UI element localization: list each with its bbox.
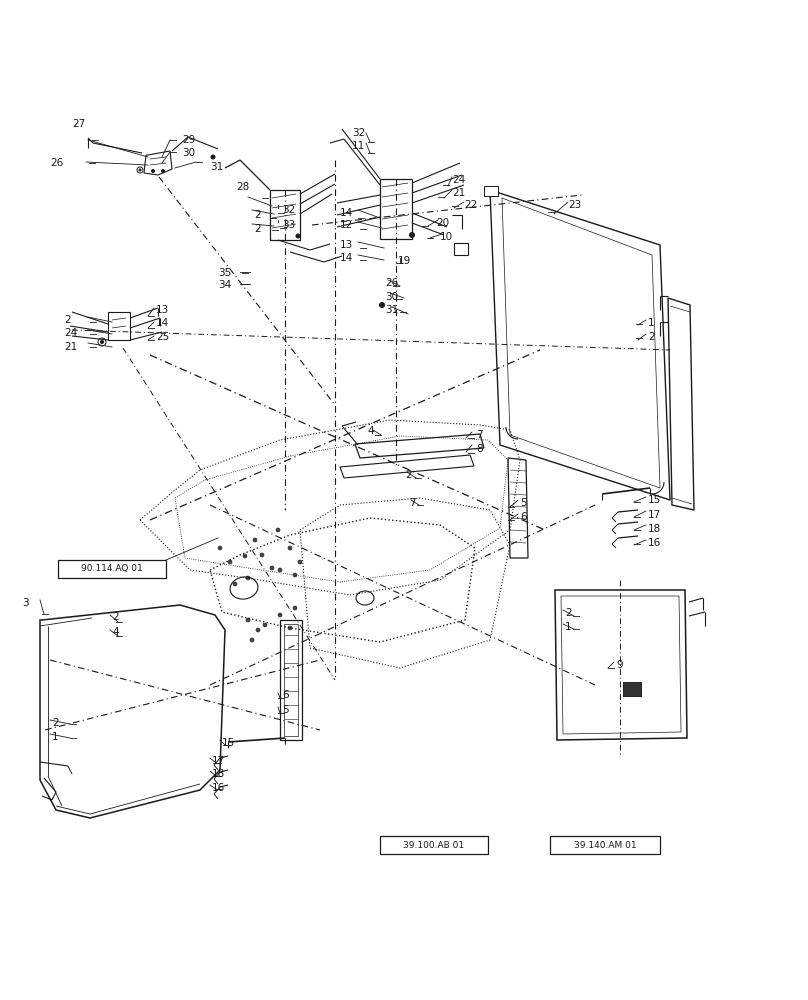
Text: 20: 20: [436, 218, 449, 228]
Text: 11: 11: [352, 141, 365, 151]
Circle shape: [162, 169, 165, 172]
Text: 30: 30: [385, 292, 398, 302]
Text: 21: 21: [64, 342, 78, 352]
Text: 13: 13: [156, 305, 169, 315]
Text: 34: 34: [218, 280, 231, 290]
Circle shape: [380, 302, 385, 308]
Text: 29: 29: [182, 135, 196, 145]
Bar: [623, 682, 641, 696]
Text: 27: 27: [72, 119, 86, 129]
Text: 8: 8: [476, 444, 482, 454]
Text: 2: 2: [254, 224, 261, 234]
Text: 24: 24: [452, 175, 465, 185]
Text: 7: 7: [409, 498, 415, 508]
Text: 15: 15: [222, 738, 235, 748]
Text: 2: 2: [254, 210, 261, 220]
Circle shape: [247, 619, 249, 620]
Text: 17: 17: [648, 510, 661, 520]
Circle shape: [100, 340, 103, 344]
Circle shape: [258, 630, 259, 631]
Text: 12: 12: [340, 220, 353, 230]
Text: 26: 26: [50, 158, 63, 168]
Text: 6: 6: [282, 690, 288, 700]
Text: 39.100.AB 01: 39.100.AB 01: [403, 840, 465, 850]
Text: 18: 18: [648, 524, 661, 534]
Circle shape: [294, 607, 296, 608]
Text: 39.140.AM 01: 39.140.AM 01: [574, 840, 637, 850]
Text: 33: 33: [282, 220, 295, 230]
Text: 26: 26: [385, 278, 398, 288]
Text: 16: 16: [212, 783, 225, 793]
Text: 90.114.AQ 01: 90.114.AQ 01: [81, 564, 143, 574]
Bar: [623, 682, 641, 696]
Circle shape: [296, 234, 300, 238]
Bar: [270, 190, 300, 240]
Bar: [550, 836, 660, 854]
Text: 5: 5: [282, 705, 288, 715]
Text: 1: 1: [648, 318, 654, 328]
Circle shape: [289, 628, 291, 629]
Circle shape: [262, 554, 263, 556]
Text: 2: 2: [405, 470, 411, 480]
Circle shape: [211, 155, 215, 159]
Text: 2: 2: [565, 608, 571, 618]
Text: 22: 22: [464, 200, 478, 210]
Text: 35: 35: [218, 268, 231, 278]
Text: 31: 31: [210, 162, 223, 172]
Circle shape: [251, 640, 252, 641]
Text: 2: 2: [64, 315, 70, 325]
Text: 4: 4: [367, 426, 373, 436]
Text: 28: 28: [236, 182, 249, 192]
Text: 32: 32: [352, 128, 365, 138]
Text: 13: 13: [340, 240, 353, 250]
Text: 14: 14: [340, 208, 353, 218]
Text: 5: 5: [520, 498, 527, 508]
Bar: [380, 836, 488, 854]
Text: 24: 24: [64, 328, 78, 338]
Circle shape: [410, 232, 415, 237]
Text: 1: 1: [565, 622, 571, 632]
Text: 6: 6: [520, 512, 527, 522]
Text: 14: 14: [156, 318, 169, 328]
Text: 30: 30: [182, 148, 195, 158]
Text: 16: 16: [648, 538, 661, 548]
Circle shape: [152, 169, 154, 172]
Text: 10: 10: [440, 232, 453, 242]
Text: 3: 3: [22, 598, 28, 608]
Text: 31: 31: [385, 305, 398, 315]
Text: 21: 21: [452, 188, 465, 198]
Text: 14: 14: [340, 253, 353, 263]
Text: 9: 9: [616, 660, 623, 670]
Bar: [484, 186, 498, 196]
Text: 15: 15: [648, 495, 661, 505]
Text: 17: 17: [212, 756, 225, 766]
Bar: [58, 560, 166, 578]
Text: 32: 32: [282, 205, 295, 215]
Text: 23: 23: [568, 200, 581, 210]
Text: 19: 19: [398, 256, 411, 266]
Bar: [380, 179, 412, 239]
Text: 18: 18: [212, 769, 225, 779]
Bar: [108, 312, 130, 340]
Text: 2: 2: [112, 612, 119, 622]
Text: 25: 25: [156, 332, 169, 342]
Text: 2: 2: [52, 718, 59, 728]
Circle shape: [139, 169, 141, 171]
Bar: [454, 243, 468, 255]
Text: 1: 1: [52, 732, 59, 742]
Text: 2: 2: [648, 332, 654, 342]
Circle shape: [294, 574, 296, 576]
Text: 4: 4: [112, 627, 119, 637]
Text: 7: 7: [476, 430, 482, 440]
